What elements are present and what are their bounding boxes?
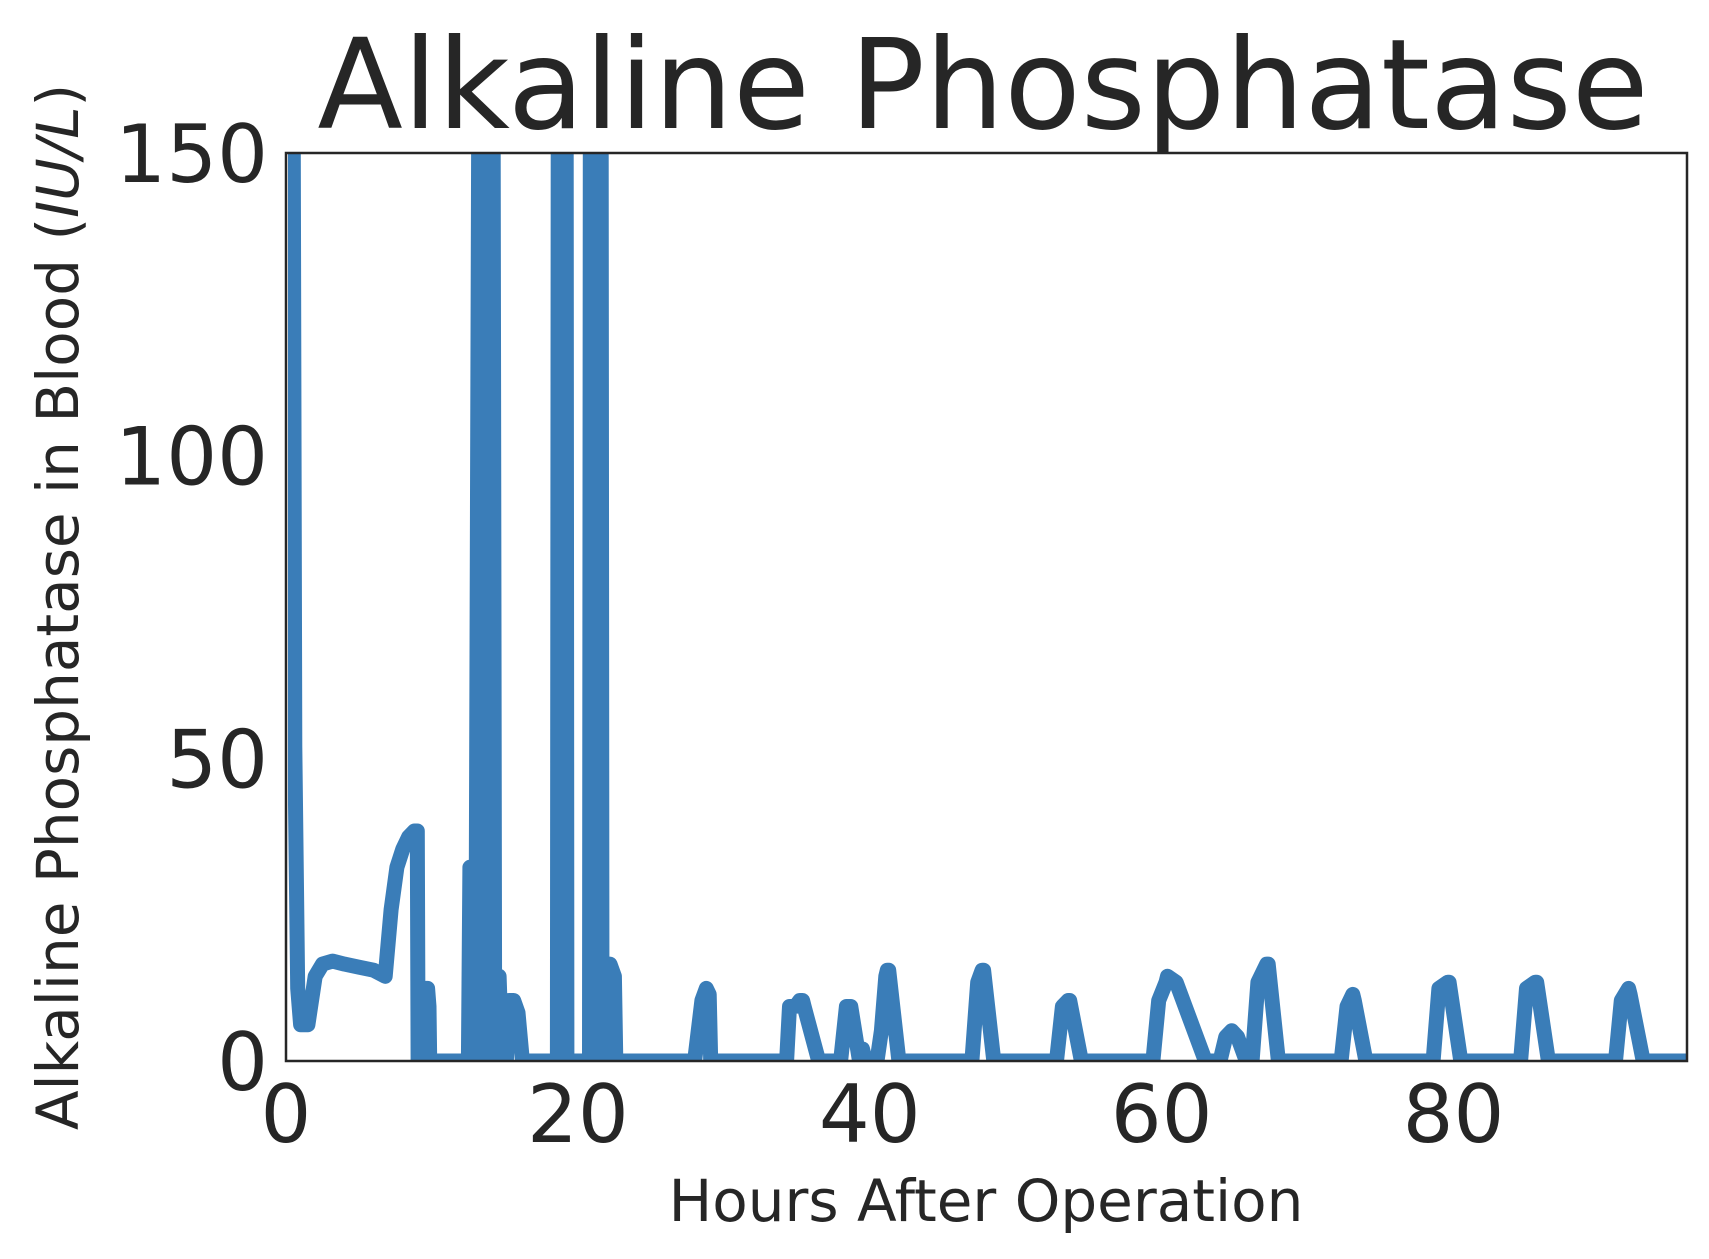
x-tick-label: 20 xyxy=(527,1068,629,1161)
x-tick-label: 60 xyxy=(1111,1068,1213,1161)
y-tick-label: 50 xyxy=(166,713,268,806)
y-tick-label: 0 xyxy=(217,1016,268,1109)
plot-frame xyxy=(284,151,1689,1063)
plot-area xyxy=(288,153,1687,1061)
x-tick-label: 0 xyxy=(261,1068,312,1161)
series-layer xyxy=(288,153,1687,1061)
x-tick-label: 40 xyxy=(819,1068,921,1161)
x-axis-label: Hours After Operation xyxy=(669,1167,1304,1235)
series-line-0 xyxy=(288,153,1687,1061)
ticks-layer: 0 20 40 60 80 0 50 100 150 xyxy=(115,108,1504,1161)
y-tick-label: 100 xyxy=(115,411,268,504)
chart-title: Alkaline Phosphatase xyxy=(317,13,1648,158)
y-tick-label: 150 xyxy=(115,108,268,201)
x-tick-label: 80 xyxy=(1403,1068,1505,1161)
y-axis-label: Alkaline Phosphatase in Blood (IU/L) xyxy=(24,84,92,1130)
